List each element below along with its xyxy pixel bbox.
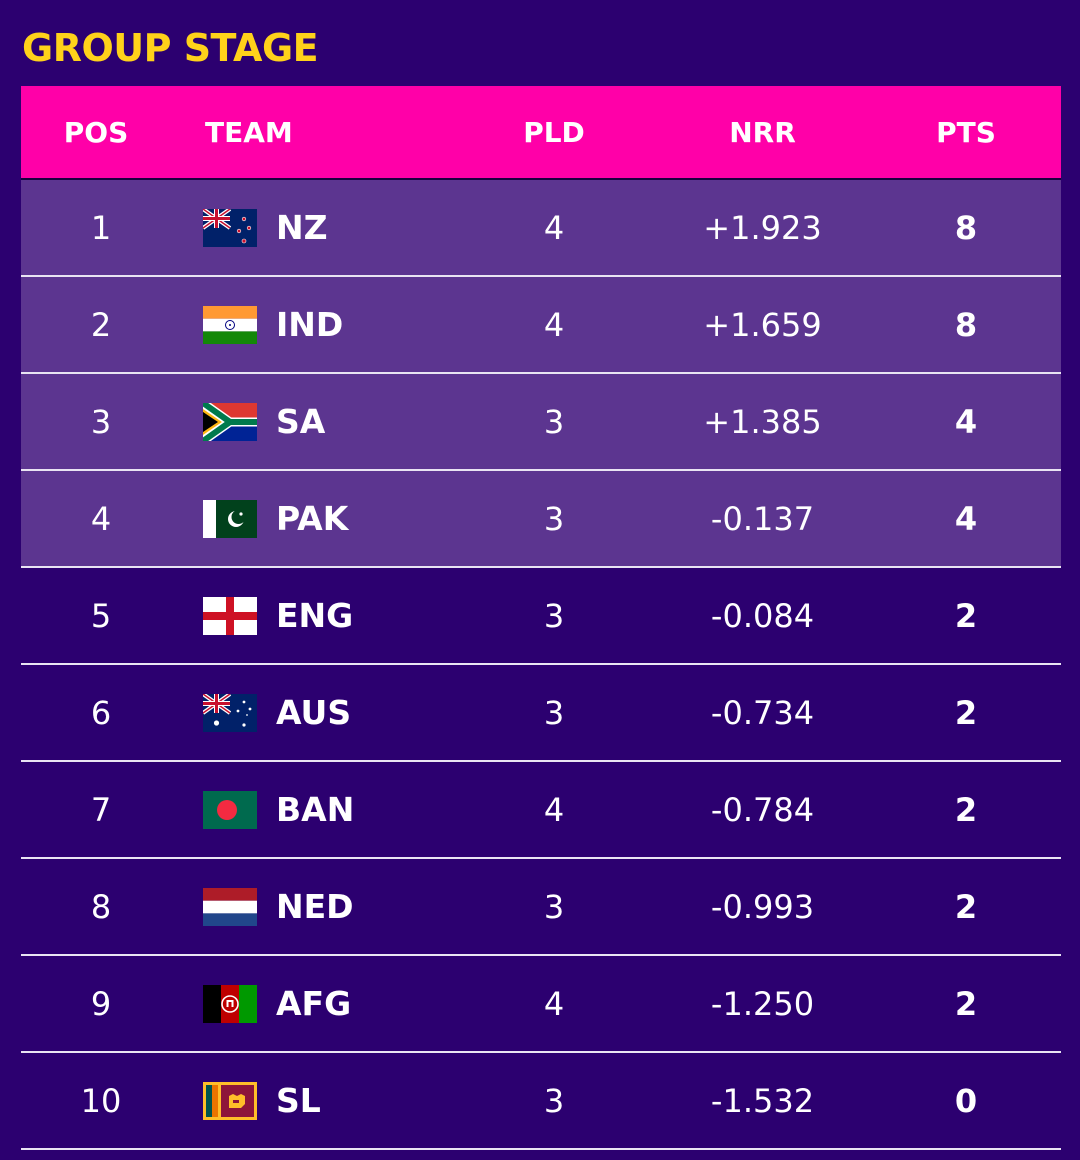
team-name: SA bbox=[276, 402, 326, 441]
row-team: SL bbox=[181, 1081, 494, 1120]
bangladesh-flag-icon bbox=[203, 790, 257, 829]
row-pld: 4 bbox=[543, 208, 565, 247]
row-pts: 2 bbox=[954, 984, 978, 1023]
row-team: BAN bbox=[181, 790, 494, 829]
row-pts: 4 bbox=[954, 499, 978, 538]
row-team: NED bbox=[181, 887, 494, 926]
table-header: POS TEAM PLD NRR PTS bbox=[21, 86, 1061, 180]
header-nrr: NRR bbox=[729, 115, 796, 149]
row-team: NZ bbox=[181, 208, 494, 247]
row-team: AFG bbox=[181, 984, 494, 1023]
row-nrr: -0.993 bbox=[710, 887, 815, 926]
row-pts: 0 bbox=[954, 1081, 978, 1120]
england-flag-icon bbox=[203, 596, 257, 635]
row-nrr: -0.734 bbox=[710, 693, 815, 732]
south-africa-flag-icon bbox=[203, 402, 257, 441]
table-row: 7 BAN 4 -0.784 2 bbox=[21, 762, 1061, 859]
team-name: NED bbox=[276, 887, 354, 926]
team-name: AUS bbox=[276, 693, 352, 732]
header-pos: POS bbox=[63, 115, 129, 149]
row-pld: 4 bbox=[543, 790, 565, 829]
netherlands-flag-icon bbox=[203, 887, 257, 926]
row-nrr: -1.250 bbox=[710, 984, 815, 1023]
table-row: 4 PAK 3 -0.137 4 bbox=[21, 471, 1061, 568]
header-pld: PLD bbox=[523, 115, 585, 149]
row-pos: 2 bbox=[90, 305, 112, 344]
table-row: 8 NED 3 -0.993 2 bbox=[21, 859, 1061, 956]
row-pos: 1 bbox=[90, 208, 112, 247]
row-team: SA bbox=[181, 402, 494, 441]
row-pos: 8 bbox=[90, 887, 112, 926]
team-name: SL bbox=[276, 1081, 321, 1120]
row-pld: 3 bbox=[543, 402, 565, 441]
row-pts: 4 bbox=[954, 402, 978, 441]
row-pld: 3 bbox=[543, 499, 565, 538]
row-nrr: -1.532 bbox=[710, 1081, 815, 1120]
standings-table: POS TEAM PLD NRR PTS 1 NZ 4 +1.923 8 2 bbox=[21, 86, 1061, 1150]
team-name: PAK bbox=[276, 499, 349, 538]
row-pos: 6 bbox=[90, 693, 112, 732]
table-row: 6 AUS 3 -0.734 2 bbox=[21, 665, 1061, 762]
header-team: TEAM bbox=[205, 115, 293, 149]
table-row: 1 NZ 4 +1.923 8 bbox=[21, 180, 1061, 277]
team-name: BAN bbox=[276, 790, 355, 829]
row-nrr: +1.923 bbox=[703, 208, 822, 247]
row-pos: 3 bbox=[90, 402, 112, 441]
pakistan-flag-icon bbox=[203, 499, 257, 538]
header-pts: PTS bbox=[936, 115, 996, 149]
row-pts: 8 bbox=[954, 208, 978, 247]
row-pos: 7 bbox=[90, 790, 112, 829]
row-pts: 2 bbox=[954, 693, 978, 732]
row-pld: 4 bbox=[543, 305, 565, 344]
row-team: IND bbox=[181, 305, 494, 344]
row-pld: 4 bbox=[543, 984, 565, 1023]
row-nrr: -0.784 bbox=[710, 790, 815, 829]
row-pld: 3 bbox=[543, 887, 565, 926]
india-flag-icon bbox=[203, 305, 257, 344]
row-nrr: -0.137 bbox=[710, 499, 815, 538]
row-nrr: +1.385 bbox=[703, 402, 822, 441]
australia-flag-icon bbox=[203, 693, 257, 732]
team-name: IND bbox=[276, 305, 344, 344]
row-pts: 8 bbox=[954, 305, 978, 344]
row-pos: 9 bbox=[90, 984, 112, 1023]
row-pos: 10 bbox=[80, 1081, 122, 1120]
row-pld: 3 bbox=[543, 693, 565, 732]
row-pts: 2 bbox=[954, 596, 978, 635]
row-nrr: -0.084 bbox=[710, 596, 815, 635]
row-pts: 2 bbox=[954, 887, 978, 926]
table-row: 2 IND 4 +1.659 8 bbox=[21, 277, 1061, 374]
row-team: ENG bbox=[181, 596, 494, 635]
afghanistan-flag-icon bbox=[203, 984, 257, 1023]
row-nrr: +1.659 bbox=[703, 305, 822, 344]
row-pos: 4 bbox=[90, 499, 112, 538]
row-pld: 3 bbox=[543, 1081, 565, 1120]
sri-lanka-flag-icon bbox=[203, 1081, 257, 1120]
row-team: AUS bbox=[181, 693, 494, 732]
team-name: AFG bbox=[276, 984, 352, 1023]
table-row: 9 AFG 4 -1.250 2 bbox=[21, 956, 1061, 1053]
team-name: ENG bbox=[276, 596, 354, 635]
table-row: 5 ENG 3 -0.084 2 bbox=[21, 568, 1061, 665]
new-zealand-flag-icon bbox=[203, 208, 257, 247]
table-row: 10 SL 3 -1.532 0 bbox=[21, 1053, 1061, 1150]
row-pld: 3 bbox=[543, 596, 565, 635]
row-pos: 5 bbox=[90, 596, 112, 635]
table-row: 3 SA 3 +1.385 4 bbox=[21, 374, 1061, 471]
row-pts: 2 bbox=[954, 790, 978, 829]
row-team: PAK bbox=[181, 499, 494, 538]
team-name: NZ bbox=[276, 208, 328, 247]
page-title: GROUP STAGE bbox=[22, 26, 319, 70]
